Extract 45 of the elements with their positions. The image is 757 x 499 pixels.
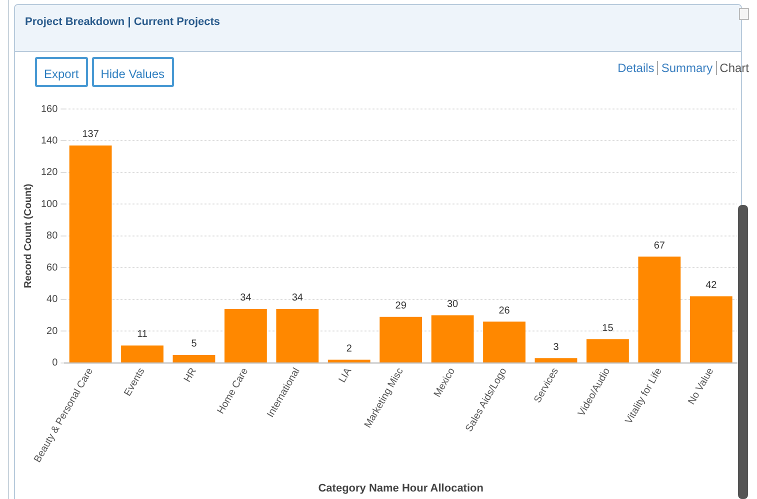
bar (431, 315, 474, 362)
text: Hide Values (92, 57, 174, 87)
text: Details (618, 61, 654, 75)
y-tick-label: 40 (46, 294, 58, 306)
text: Export (35, 57, 88, 87)
chart-title: Project Breakdown | Current Projects (25, 16, 220, 28)
y-tick-label: 100 (40, 198, 58, 210)
x-tick-label: LIA (337, 366, 354, 385)
data-label: 30 (446, 299, 459, 310)
data-label: 26 (498, 305, 510, 316)
data-label: 15 (602, 322, 614, 334)
bar (638, 256, 681, 362)
data-label: 29 (395, 300, 407, 312)
y-tick-label: 20 (46, 326, 58, 337)
y-tick-label: 140 (40, 135, 58, 146)
bar (276, 308, 319, 362)
bar (380, 316, 422, 362)
x-axis-title: Category Name Hour Allocation (318, 482, 484, 494)
bar (586, 339, 629, 362)
data-label: 5 (191, 338, 198, 350)
text: Chart (716, 61, 749, 75)
y-tick-label: 60 (46, 262, 58, 274)
bar (690, 296, 732, 362)
bar (69, 145, 112, 362)
bar (121, 345, 164, 362)
data-label: 42 (706, 280, 718, 291)
y-tick-label: 0 (52, 358, 58, 369)
y-tick-label: 160 (40, 104, 58, 115)
bar (224, 308, 267, 362)
x-tick-label: HR (182, 366, 199, 384)
text: Summary (657, 61, 713, 75)
data-label: 137 (82, 129, 100, 140)
data-label: 3 (553, 342, 560, 353)
data-label: 11 (137, 329, 148, 340)
bar (483, 322, 526, 362)
data-label: 2 (346, 343, 352, 354)
bar (328, 360, 370, 362)
y-axis-title: Record Count (Count) (22, 184, 34, 288)
bar (534, 358, 578, 362)
data-label: 34 (292, 292, 304, 304)
y-tick-label: 120 (40, 167, 58, 178)
y-tick-label: 80 (46, 230, 58, 242)
bar (172, 354, 216, 362)
data-label: 67 (654, 240, 666, 252)
data-label: 34 (240, 292, 252, 304)
